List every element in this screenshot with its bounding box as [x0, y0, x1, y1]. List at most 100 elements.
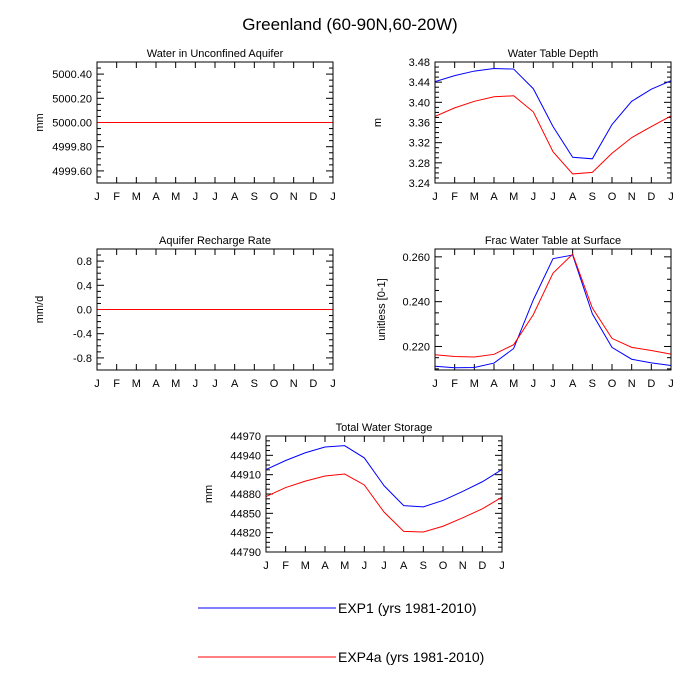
x-tick-label: O — [439, 560, 448, 572]
x-tick-label: A — [569, 378, 577, 390]
x-tick-label: J — [668, 378, 674, 390]
x-tick-label: O — [270, 378, 279, 390]
series-line-exp1 — [435, 68, 671, 160]
series-line-exp1 — [266, 445, 502, 508]
y-tick-label: 5000.20 — [52, 93, 92, 105]
x-tick-label: A — [490, 378, 498, 390]
x-tick-label: J — [432, 378, 438, 390]
x-tick-label: O — [608, 378, 617, 390]
x-tick-label: J — [94, 378, 100, 390]
series-line-exp4a — [435, 253, 671, 358]
x-tick-label: N — [459, 560, 467, 572]
x-tick-label: F — [451, 191, 458, 203]
y-tick-label: 3.48 — [409, 57, 430, 69]
x-tick-label: J — [432, 191, 438, 203]
y-tick-label: 44880 — [230, 489, 261, 501]
x-tick-label: S — [251, 378, 258, 390]
y-tick-label: 5000.40 — [52, 69, 92, 81]
y-tick-label: 4999.80 — [52, 142, 92, 154]
panel-title: Water in Unconfined Aquifer — [147, 48, 284, 60]
x-tick-label: S — [589, 191, 596, 203]
x-tick-label: N — [628, 378, 636, 390]
plot-frame — [265, 435, 503, 553]
x-tick-label: D — [478, 560, 486, 572]
x-tick-label: M — [509, 191, 518, 203]
x-tick-label: S — [251, 191, 258, 203]
y-tick-label: -0.8 — [73, 353, 92, 365]
y-tick-label: 0.260 — [402, 252, 430, 264]
x-tick-label: J — [193, 378, 199, 390]
panel-title: Water Table Depth — [508, 48, 599, 60]
y-tick-label: 3.28 — [409, 158, 430, 170]
y-tick-label: 0.8 — [77, 256, 92, 268]
series-line-exp1 — [435, 254, 671, 369]
y-tick-label: 3.36 — [409, 118, 430, 130]
x-tick-label: A — [490, 191, 498, 203]
x-tick-label: D — [647, 378, 655, 390]
x-tick-label: A — [400, 560, 408, 572]
x-tick-label: D — [647, 191, 655, 203]
x-tick-label: J — [362, 560, 368, 572]
x-tick-label: F — [113, 191, 120, 203]
y-tick-label: 44970 — [230, 431, 261, 443]
y-tick-label: 3.24 — [409, 178, 430, 190]
panel-title: Total Water Storage — [336, 422, 433, 434]
x-tick-label: J — [499, 560, 505, 572]
x-tick-label: M — [470, 191, 479, 203]
x-tick-label: N — [628, 191, 636, 203]
x-tick-label: M — [171, 378, 180, 390]
y-tick-label: 44790 — [230, 547, 261, 559]
x-tick-label: M — [132, 378, 141, 390]
x-tick-label: S — [420, 560, 427, 572]
x-tick-label: M — [340, 560, 349, 572]
x-tick-label: F — [282, 560, 289, 572]
x-tick-label: J — [550, 378, 556, 390]
chart-panel-4: Frac Water Table at Surface unitless [0-1… — [376, 235, 674, 390]
x-tick-label: N — [290, 378, 298, 390]
x-tick-label: J — [330, 378, 336, 390]
x-tick-label: A — [231, 378, 239, 390]
x-tick-label: A — [321, 560, 329, 572]
figure-title: Greenland (60-90N,60-20W) — [242, 15, 457, 34]
plot-frame — [96, 248, 334, 371]
y-tick-label: 44910 — [230, 470, 261, 482]
series-line-exp4a — [435, 95, 671, 175]
x-tick-label: M — [171, 191, 180, 203]
x-tick-label: M — [301, 560, 310, 572]
x-tick-label: N — [290, 191, 298, 203]
x-tick-label: J — [94, 191, 100, 203]
x-tick-label: J — [212, 378, 218, 390]
y-axis-label: mm — [34, 113, 46, 131]
x-tick-label: J — [381, 560, 387, 572]
panel-title: Aquifer Recharge Rate — [159, 235, 271, 247]
x-tick-label: A — [569, 191, 577, 203]
x-tick-label: M — [132, 191, 141, 203]
y-tick-label: 0.0 — [77, 305, 92, 317]
plot-frame — [434, 248, 672, 371]
y-tick-label: 3.32 — [409, 138, 430, 150]
y-tick-label: 4999.60 — [52, 166, 92, 178]
x-tick-label: O — [270, 191, 279, 203]
panel-title: Frac Water Table at Surface — [485, 235, 621, 247]
x-tick-label: F — [113, 378, 120, 390]
x-tick-label: J — [668, 191, 674, 203]
x-tick-label: F — [451, 378, 458, 390]
y-axis-label: mm — [203, 485, 215, 503]
plot-frame — [96, 61, 334, 184]
legend-label: EXP4a (yrs 1981-2010) — [338, 649, 484, 665]
y-tick-label: 0.220 — [402, 341, 430, 353]
x-tick-label: D — [309, 378, 317, 390]
x-tick-label: J — [531, 378, 537, 390]
x-tick-label: M — [509, 378, 518, 390]
legend-label: EXP1 (yrs 1981-2010) — [338, 600, 477, 616]
x-tick-label: D — [309, 191, 317, 203]
y-axis-label: m — [372, 118, 384, 127]
x-tick-label: A — [152, 191, 160, 203]
x-tick-label: O — [608, 191, 617, 203]
